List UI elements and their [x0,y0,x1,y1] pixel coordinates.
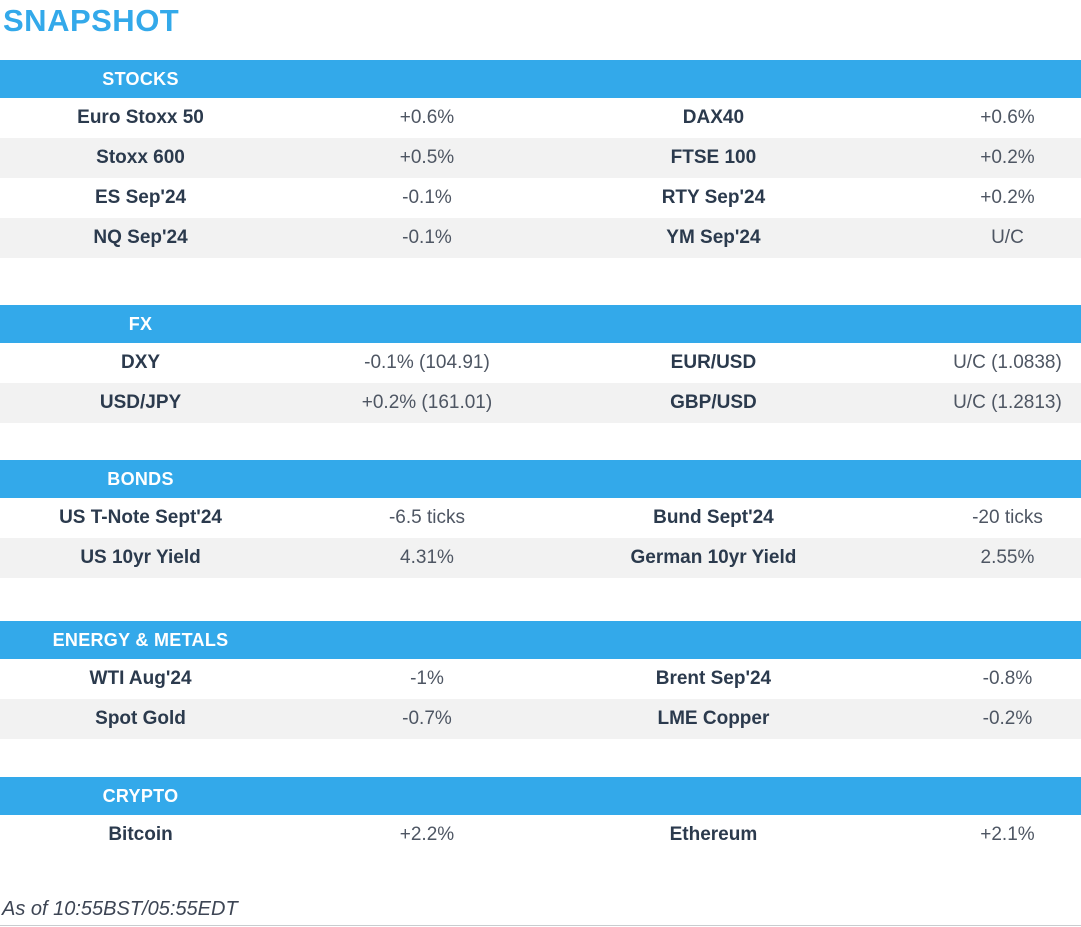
instrument-label: Stoxx 600 [96,147,185,168]
instrument-label: EUR/USD [670,352,757,373]
instrument-label: GBP/USD [670,392,757,413]
instrument-label: DAX40 [682,107,745,128]
instrument-label: YM Sep'24 [666,227,761,248]
instrument-value: +0.2% [980,147,1035,168]
instrument-value: +0.2% [980,187,1035,208]
instrument-label: German 10yr Yield [630,547,797,568]
instrument-label: US 10yr Yield [80,547,201,568]
section-title: ENERGY & METALS [52,629,229,650]
section-header-energy-metals: ENERGY & METALS [0,621,1081,659]
table-row: US 10yr Yield 4.31% German 10yr Yield 2.… [0,538,1081,578]
section-title: CRYPTO [102,785,179,806]
table-row: Spot Gold -0.7% LME Copper -0.2% [0,699,1081,739]
instrument-label: Euro Stoxx 50 [77,107,204,128]
instrument-label: LME Copper [657,708,770,729]
instrument-value: 4.31% [400,547,454,568]
instrument-label: DXY [120,352,161,373]
table-row: Euro Stoxx 50 +0.6% DAX40 +0.6% [0,98,1081,138]
instrument-value: +2.2% [399,824,455,845]
instrument-value: -0.7% [402,708,452,729]
page-title: SNAPSHOT [3,3,180,38]
table-row: Stoxx 600 +0.5% FTSE 100 +0.2% [0,138,1081,178]
instrument-label: Ethereum [669,824,758,845]
instrument-value: +0.5% [399,147,455,168]
instrument-value: -0.8% [982,668,1033,689]
instrument-value: +0.2% (161.01) [361,392,493,413]
section-header-stocks: STOCKS [0,60,1081,98]
instrument-label: Bitcoin [108,824,173,845]
instrument-value: +2.1% [980,824,1035,845]
instrument-value: U/C (1.2813) [953,392,1062,413]
section-header-fx: FX [0,305,1081,343]
section-bonds: BONDS US T-Note Sept'24 -6.5 ticks Bund … [0,460,1081,578]
instrument-value: -0.2% [982,708,1033,729]
section-title: FX [128,313,153,334]
instrument-value: 2.55% [980,547,1035,568]
instrument-value: -20 ticks [972,507,1043,528]
section-energy-metals: ENERGY & METALS WTI Aug'24 -1% Brent Sep… [0,621,1081,739]
section-stocks: STOCKS Euro Stoxx 50 +0.6% DAX40 +0.6% S… [0,60,1081,258]
instrument-value: U/C [991,227,1024,248]
table-row: ES Sep'24 -0.1% RTY Sep'24 +0.2% [0,178,1081,218]
instrument-value: -6.5 ticks [388,507,465,528]
instrument-label: US T-Note Sept'24 [59,507,222,528]
instrument-label: RTY Sep'24 [661,187,766,208]
instrument-value: -0.1% [402,227,452,248]
instrument-label: WTI Aug'24 [89,668,192,689]
table-row: NQ Sep'24 -0.1% YM Sep'24 U/C [0,218,1081,258]
instrument-label: FTSE 100 [670,147,757,168]
section-fx: FX DXY -0.1% (104.91) EUR/USD U/C (1.083… [0,305,1081,423]
instrument-label: Brent Sep'24 [655,668,772,689]
instrument-value: -0.1% (104.91) [364,352,490,373]
instrument-label: USD/JPY [99,392,182,413]
section-title: BONDS [107,468,174,489]
table-row: Bitcoin +2.2% Ethereum +2.1% [0,815,1081,855]
instrument-label: NQ Sep'24 [93,227,188,248]
table-row: US T-Note Sept'24 -6.5 ticks Bund Sept'2… [0,498,1081,538]
bottom-divider [0,925,1081,926]
instrument-value: -1% [410,668,444,689]
instrument-value: +0.6% [399,107,455,128]
instrument-value: -0.1% [402,187,452,208]
instrument-label: Spot Gold [95,708,186,729]
table-row: USD/JPY +0.2% (161.01) GBP/USD U/C (1.28… [0,383,1081,423]
instrument-value: U/C (1.0838) [953,352,1062,373]
instrument-value: +0.6% [980,107,1035,128]
as-of-timestamp: As of 10:55BST/05:55EDT [2,898,238,920]
section-header-crypto: CRYPTO [0,777,1081,815]
instrument-label: ES Sep'24 [94,187,187,208]
table-row: DXY -0.1% (104.91) EUR/USD U/C (1.0838) [0,343,1081,383]
instrument-label: Bund Sept'24 [653,507,774,528]
section-crypto: CRYPTO Bitcoin +2.2% Ethereum +2.1% [0,777,1081,855]
section-title: STOCKS [102,68,179,89]
table-row: WTI Aug'24 -1% Brent Sep'24 -0.8% [0,659,1081,699]
section-header-bonds: BONDS [0,460,1081,498]
